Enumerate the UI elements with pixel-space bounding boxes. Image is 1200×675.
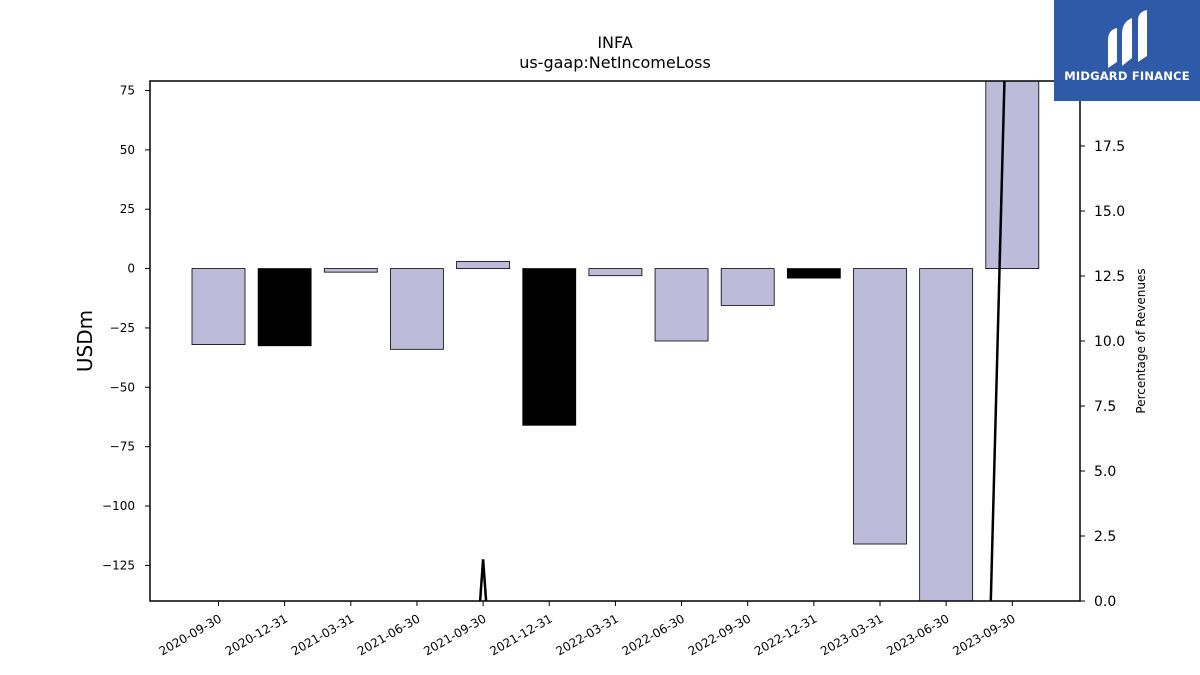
x-tick-label: 2021-09-30 (421, 611, 488, 658)
midgard-logo-icon (1108, 10, 1147, 68)
y-tick-label: 50 (120, 143, 135, 157)
x-tick-label: 2020-12-31 (223, 611, 290, 658)
x-tick-label: 2023-09-30 (950, 611, 1017, 658)
line-segment-2021-09-30 (478, 559, 488, 602)
bar-2023-06-30 (919, 268, 974, 602)
bar-2022-09-30 (720, 268, 775, 306)
bar-2021-09-30 (456, 261, 511, 269)
y2-tick-label: 15.0 (1094, 204, 1125, 220)
bar-2020-12-31 (257, 268, 312, 347)
y2-tick-label: 10.0 (1094, 334, 1125, 350)
chart-title: INFA (597, 33, 632, 52)
x-tick-label: 2022-09-30 (686, 611, 753, 658)
x-tick-label: 2023-03-31 (818, 611, 885, 658)
logo-text: MIDGARD FINANCE (1064, 69, 1190, 83)
y-axis-label: USDm (73, 310, 97, 372)
chart-subtitle: us-gaap:NetIncomeLoss (519, 53, 711, 72)
x-tick-label: 2023-06-30 (884, 611, 951, 658)
y-tick-label: 0 (127, 262, 135, 276)
y-tick-label: −25 (110, 321, 135, 335)
x-tick-label: 2021-06-30 (355, 611, 422, 658)
x-tick-label: 2021-03-31 (289, 611, 356, 658)
y2-tick-label: 7.5 (1094, 399, 1116, 415)
bar-2021-03-31 (323, 268, 378, 273)
x-tick-label: 2022-12-31 (752, 611, 819, 658)
x-tick-label: 2021-12-31 (487, 611, 554, 658)
bar-2022-12-31 (786, 268, 841, 279)
bar-2020-09-30 (191, 268, 246, 345)
y2-tick-label: 5.0 (1094, 464, 1116, 480)
x-tick-label: 2022-06-30 (620, 611, 687, 658)
midgard-finance-logo: MIDGARD FINANCE (1054, 0, 1200, 101)
bar-2023-09-30 (985, 80, 1040, 269)
bar-2021-12-31 (522, 268, 577, 426)
x-tick-label: 2022-03-31 (553, 611, 620, 658)
y2-tick-label: 0.0 (1094, 594, 1116, 610)
y2-tick-label: 17.5 (1094, 139, 1125, 155)
bar-2023-03-31 (853, 268, 907, 545)
y2-axis-label: Percentage of Revenues (1134, 268, 1148, 413)
y-tick-label: −50 (110, 380, 135, 394)
y-tick-label: −75 (110, 440, 135, 454)
y-tick-label: 75 (120, 83, 135, 97)
line-segment-2023-09-30 (989, 81, 1006, 601)
y-tick-label: −125 (102, 558, 135, 572)
bar-2022-06-30 (654, 268, 709, 342)
y2-tick-label: 12.5 (1094, 269, 1125, 285)
y-tick-label: −100 (102, 499, 135, 513)
y-tick-label: 25 (120, 202, 135, 216)
x-tick-label: 2020-09-30 (157, 611, 224, 658)
y2-tick-label: 2.5 (1094, 529, 1116, 545)
bar-2021-06-30 (390, 268, 444, 350)
bar-2022-03-31 (588, 268, 643, 277)
